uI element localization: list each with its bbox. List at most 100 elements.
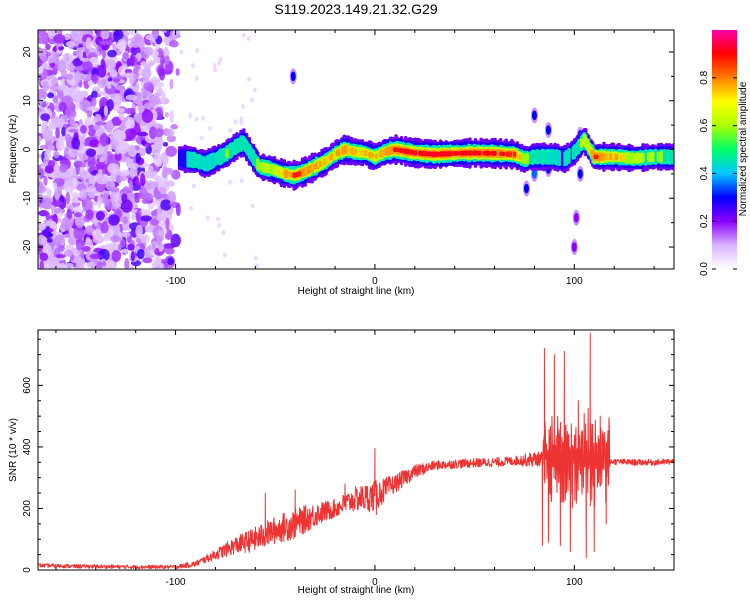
ridge-cell [525,152,529,165]
noise-speckle [39,260,44,269]
noise-speckle [63,113,68,123]
noise-speckle [141,68,152,80]
noise-speckle [239,178,244,184]
noise-speckle [166,264,173,269]
ridge-cell [515,152,520,159]
noise-speckle [168,40,179,48]
noise-speckle [169,224,175,232]
noise-speckle [116,38,127,52]
noise-speckle [123,72,136,78]
noise-speckle [45,43,51,51]
ridge-cell [413,150,418,156]
noise-speckle [95,210,105,221]
noise-speckle [108,214,120,226]
spectral-blob [290,71,296,82]
noise-speckle [68,128,79,133]
ridge-cell [325,156,330,164]
y-tick-label: 400 [22,438,33,455]
ridge-cell [557,149,561,167]
ridge-cell [374,153,379,159]
noise-speckle [82,198,93,213]
noise-speckle [101,30,110,40]
x-tick-label: -100 [166,577,186,588]
noise-speckle [46,238,53,243]
noise-speckle [45,211,50,221]
noise-speckle [195,47,200,53]
noise-speckle [38,168,44,180]
noise-speckle [43,175,48,186]
noise-speckle [110,235,121,243]
noise-speckle [38,222,47,232]
noise-speckle [91,90,98,99]
noise-speckle [221,230,226,236]
noise-speckle [99,40,109,46]
noise-speckle [240,104,245,110]
noise-speckle [250,203,255,209]
noise-speckle [41,81,50,92]
noise-speckle [97,194,102,209]
noise-speckle [91,67,99,77]
noise-speckle [53,33,66,44]
ridge-cell [297,170,302,177]
spectral-blob [545,125,551,135]
noise-speckle [60,239,66,246]
noise-speckle [111,249,122,262]
noise-speckle [246,76,251,82]
noise-speckle [86,106,99,111]
noise-speckle [140,234,150,244]
spectrogram-marks [38,30,674,269]
ridge-cell [399,148,404,154]
noise-speckle [129,53,135,67]
noise-speckle [65,41,76,47]
noise-speckle [112,224,119,232]
noise-speckle [49,85,58,91]
noise-speckle [107,163,119,174]
noise-speckle [38,135,42,143]
noise-speckle [152,30,159,40]
noise-speckle [115,146,121,155]
x-tick-label: 0 [372,276,378,287]
noise-speckle [125,119,135,130]
noise-speckle [119,172,126,177]
noise-speckle [48,256,60,269]
noise-speckle [147,165,154,173]
noise-speckle [57,245,65,252]
noise-speckle [48,159,55,168]
noise-speckle [106,98,114,111]
noise-speckle [122,186,130,195]
spectral-blob [571,242,577,252]
noise-speckle [81,162,87,168]
noise-speckle [39,65,44,74]
noise-speckle [101,78,106,86]
ridge-cell [256,158,260,170]
ridge-cell [609,153,613,161]
noise-speckle [80,124,87,134]
noise-speckle [89,253,102,260]
noise-speckle [76,242,83,251]
noise-speckle [65,73,74,80]
noise-speckle [165,145,177,157]
noise-speckle [133,33,143,43]
ridge-cell [521,152,525,165]
noise-speckle [252,87,257,93]
ridge-cell [659,150,663,163]
noise-speckle [74,65,84,72]
noise-speckle [40,113,51,121]
noise-speckle [74,212,83,218]
noise-speckle [122,216,128,224]
noise-speckle [140,215,152,222]
x-tick-label: 100 [566,577,583,588]
noise-speckle [150,210,158,217]
noise-speckle [103,105,109,117]
noise-speckle [169,78,174,90]
noise-speckle [59,163,68,173]
y-tick-label: -10 [22,191,33,206]
noise-speckle [151,145,163,150]
noise-speckle [217,222,222,228]
snr-y-axis-label: SNR (10 * v/v) [8,418,19,482]
noise-speckle [149,126,157,140]
noise-speckle [85,148,97,157]
noise-speckle [117,140,129,154]
noise-speckle [160,90,166,104]
